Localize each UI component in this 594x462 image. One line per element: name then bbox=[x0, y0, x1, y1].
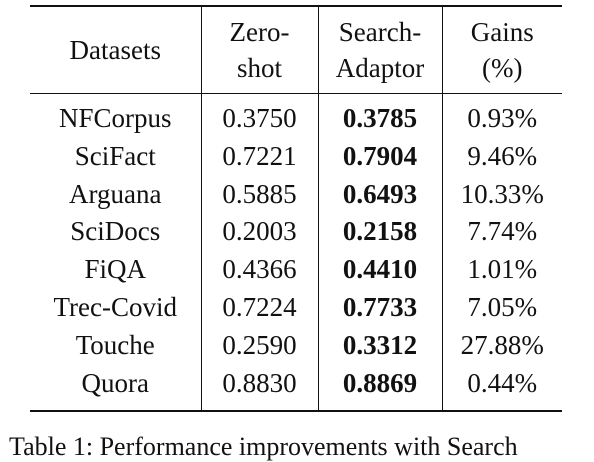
table-row: Arguana 0.5885 0.6493 10.33% bbox=[30, 175, 562, 214]
cell-gains: 1.01% bbox=[441, 251, 562, 289]
table-row: SciFact 0.7221 0.7904 9.46% bbox=[30, 137, 562, 176]
header-zero-shot-line1: Zero- bbox=[229, 17, 290, 47]
cell-search-adaptor: 0.3312 bbox=[317, 326, 442, 365]
cell-zero-shot: 0.4366 bbox=[200, 251, 318, 289]
cell-dataset: NFCorpus bbox=[58, 103, 172, 133]
cell-search-adaptor: 0.3785 bbox=[317, 93, 442, 138]
cell-dataset: Trec-Covid bbox=[53, 291, 177, 322]
cell-zero-shot: 0.7221 bbox=[200, 137, 318, 176]
cell-gains: 9.46% bbox=[441, 137, 562, 176]
cell-zero-shot: 0.8830 bbox=[200, 364, 318, 412]
cell-zero-shot: 0.5885 bbox=[200, 175, 318, 214]
cell-search-adaptor: 0.2158 bbox=[317, 213, 442, 252]
header-row: Datasets Zero- shot Search- Adaptor Gain… bbox=[30, 6, 562, 94]
cell-gains: 27.88% bbox=[441, 326, 562, 365]
cell-gains: 0.93% bbox=[441, 93, 562, 138]
cell-dataset: SciFact bbox=[74, 140, 156, 171]
cell-dataset: Arguana bbox=[69, 178, 162, 209]
table-row: Touche 0.2590 0.3312 27.88% bbox=[30, 326, 562, 365]
cell-search-adaptor: 0.7904 bbox=[317, 137, 442, 176]
header-zero-shot-line2: shot bbox=[236, 53, 282, 83]
cell-zero-shot: 0.7224 bbox=[200, 288, 318, 327]
cell-search-adaptor: 0.8869 bbox=[317, 364, 442, 412]
table-row: Quora 0.8830 0.8869 0.44% bbox=[30, 364, 562, 412]
cell-dataset: FiQA bbox=[84, 254, 146, 285]
cell-gains: 7.05% bbox=[441, 288, 562, 327]
table-row: Trec-Covid 0.7224 0.7733 7.05% bbox=[30, 288, 562, 327]
cell-search-adaptor: 0.4410 bbox=[317, 251, 442, 289]
header-zero-shot: Zero- shot bbox=[200, 6, 318, 94]
cell-gains: 7.74% bbox=[441, 213, 562, 252]
table-row: NFCorpus 0.3750 0.3785 0.93% bbox=[30, 93, 562, 138]
cell-dataset: Quora bbox=[81, 367, 149, 398]
cell-gains: 10.33% bbox=[441, 175, 562, 214]
table-row: FiQA 0.4366 0.4410 1.01% bbox=[30, 251, 562, 289]
header-gains-line2: (%) bbox=[482, 53, 523, 83]
header-search-adaptor-line1: Search- bbox=[338, 17, 422, 47]
cell-search-adaptor: 0.7733 bbox=[317, 288, 442, 327]
table-row: SciDocs 0.2003 0.2158 7.74% bbox=[30, 213, 562, 252]
header-search-adaptor: Search- Adaptor bbox=[317, 6, 442, 94]
cell-zero-shot: 0.2003 bbox=[200, 213, 318, 252]
results-table-container: Datasets Zero- shot Search- Adaptor Gain… bbox=[30, 5, 562, 412]
header-datasets-line1: Datasets bbox=[69, 35, 161, 65]
cell-zero-shot: 0.3750 bbox=[200, 93, 318, 138]
table-body: NFCorpus 0.3750 0.3785 0.93% SciFact 0.7221 0.… bbox=[30, 93, 562, 412]
header-gains: Gains (%) bbox=[441, 6, 562, 94]
table-header: Datasets Zero- shot Search- Adaptor Gain… bbox=[30, 6, 562, 94]
header-gains-line1: Gains bbox=[470, 17, 534, 47]
cell-dataset: SciDocs bbox=[70, 216, 161, 247]
results-table: Datasets Zero- shot Search- Adaptor Gain… bbox=[30, 5, 562, 412]
header-datasets: Datasets bbox=[30, 6, 201, 94]
header-search-adaptor-line2: Adaptor bbox=[335, 53, 425, 83]
table-caption: Table 1: Performance improvements with S… bbox=[9, 432, 518, 461]
cell-dataset: Touche bbox=[75, 329, 155, 360]
cell-zero-shot: 0.2590 bbox=[200, 326, 318, 365]
cell-gains: 0.44% bbox=[441, 364, 562, 412]
cell-search-adaptor: 0.6493 bbox=[317, 175, 442, 214]
